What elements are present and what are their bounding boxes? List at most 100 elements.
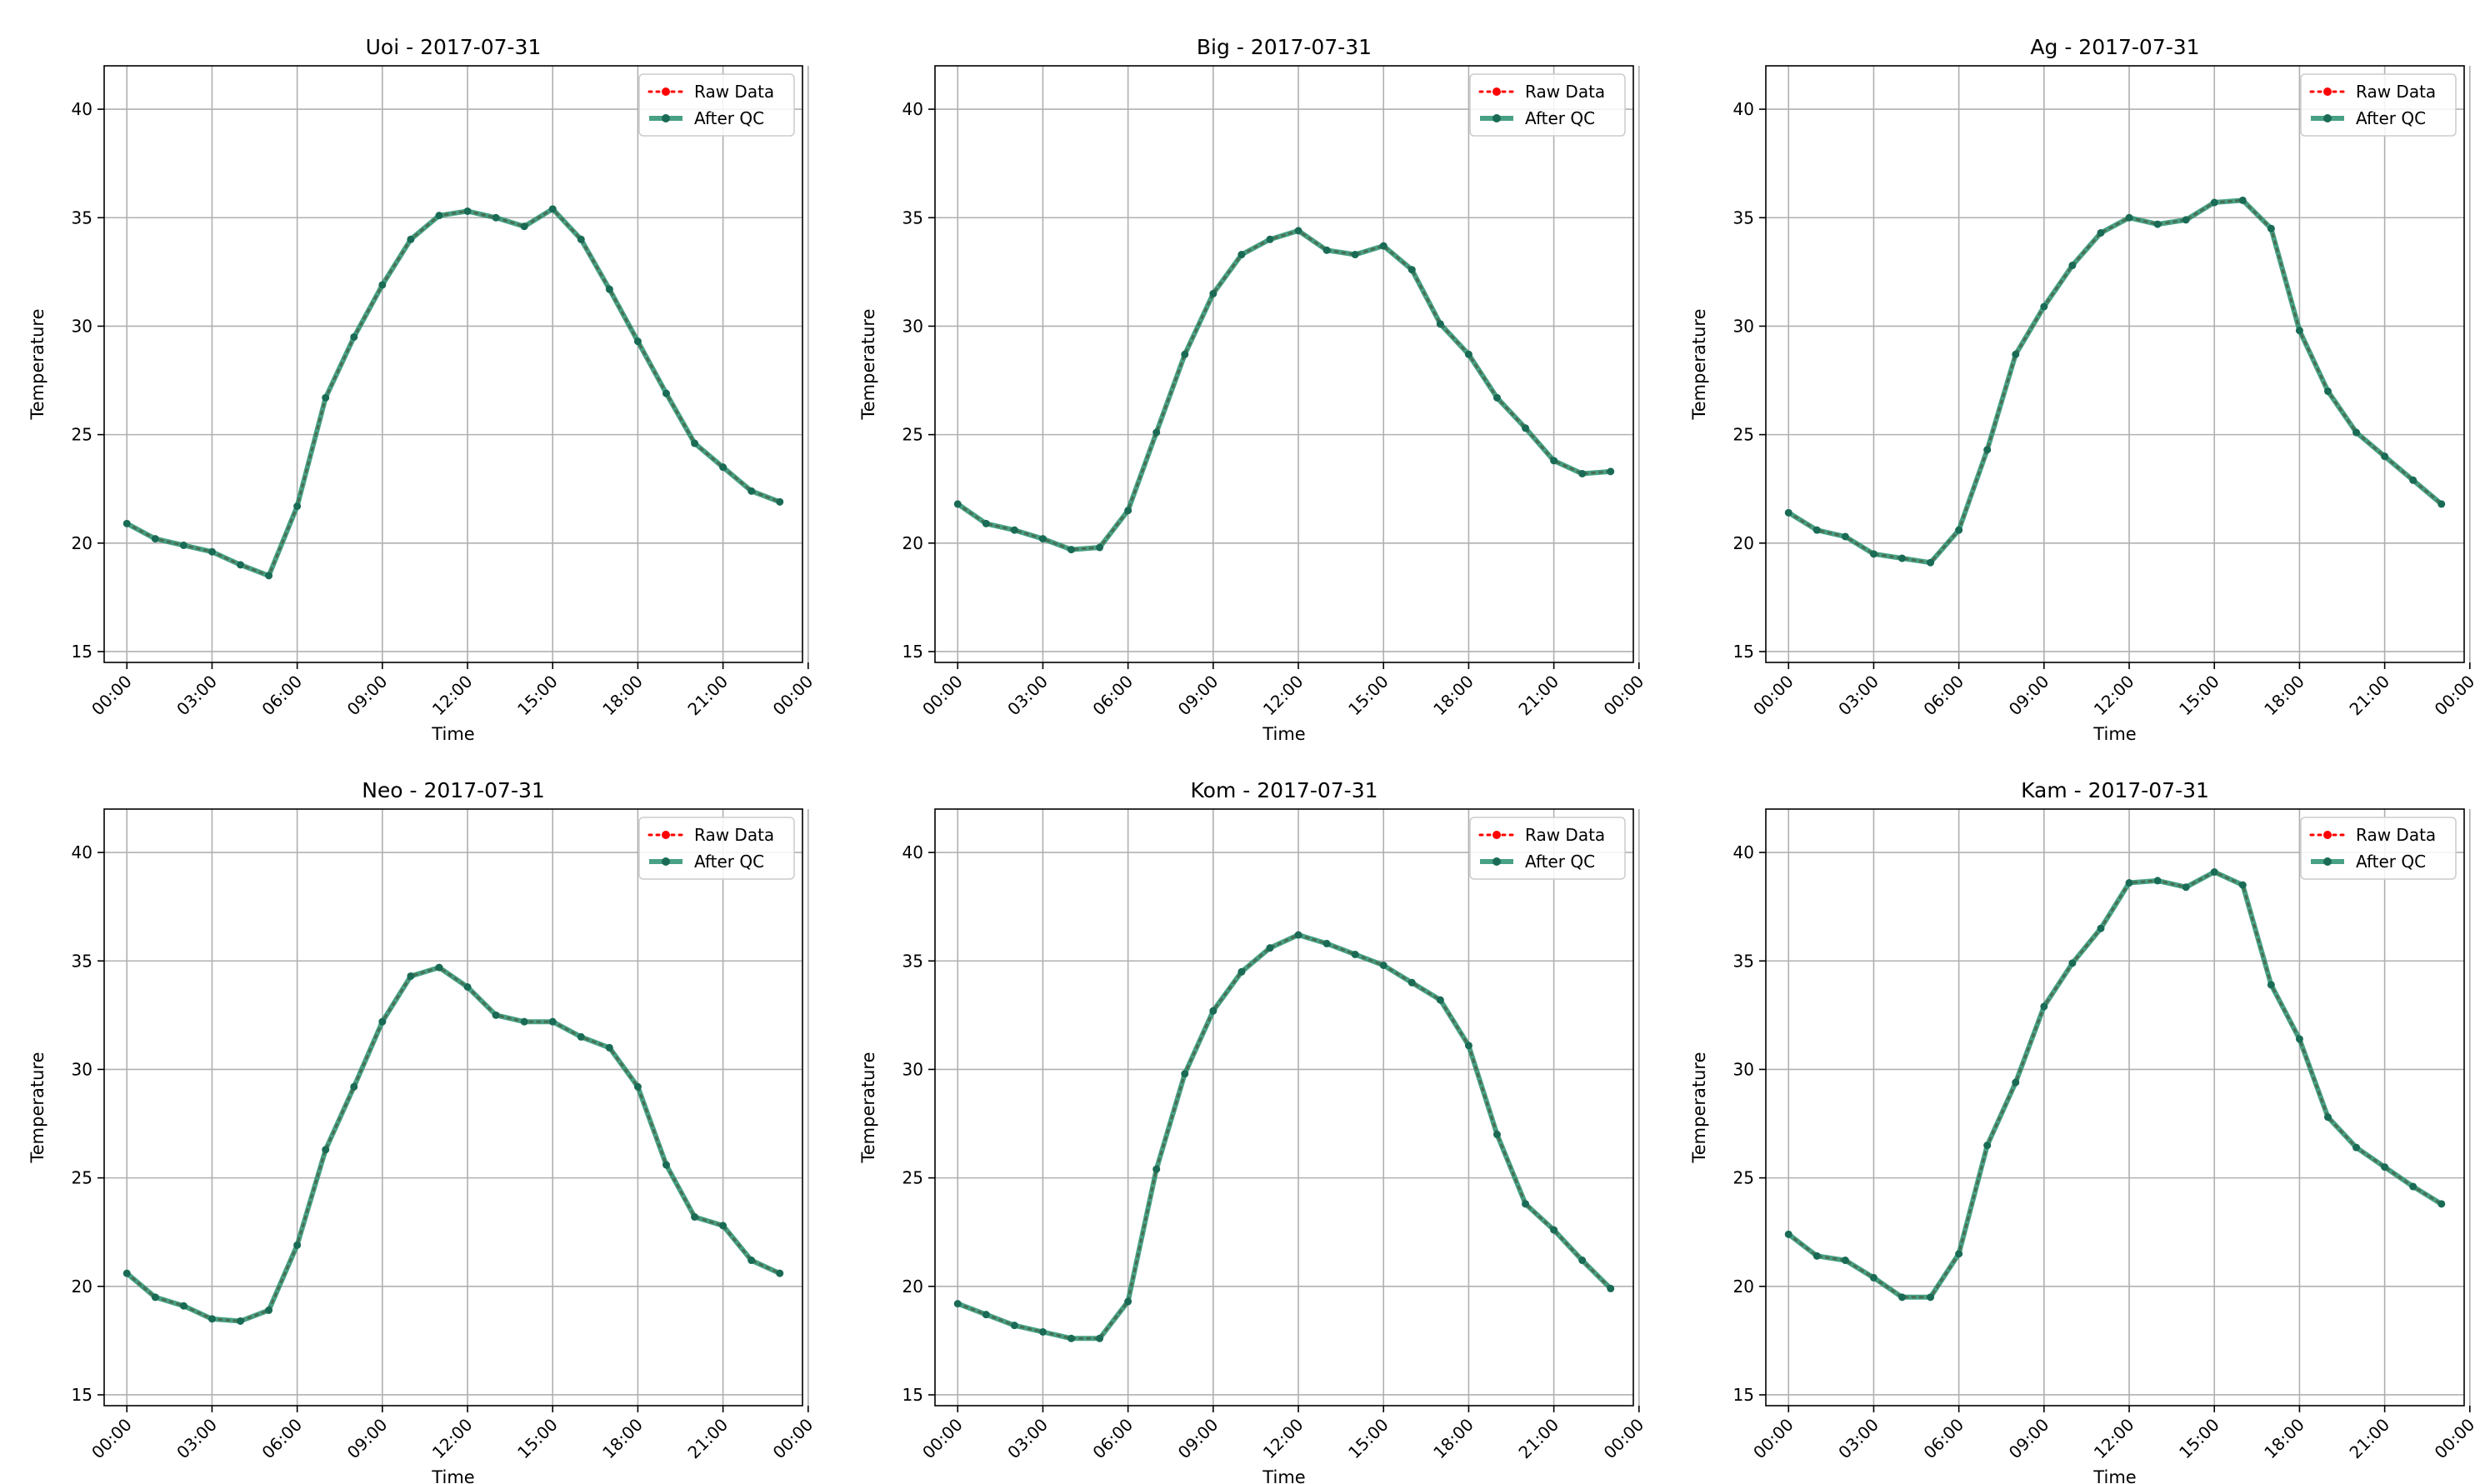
raw-data-line xyxy=(956,933,1612,1340)
legend-qc-label: After QC xyxy=(2356,108,2426,128)
after-qc-point xyxy=(748,1257,756,1265)
plot-frame xyxy=(1765,65,2465,663)
after-qc-point xyxy=(1492,393,1501,402)
after-qc-point xyxy=(179,1302,188,1310)
x-tick-label: 00:00 xyxy=(918,672,967,720)
x-tick-label: 00:00 xyxy=(1749,1415,1798,1463)
after-qc-point xyxy=(1068,546,1076,554)
y-tick-label: 25 xyxy=(72,425,92,445)
after-qc-point xyxy=(1841,1257,1849,1265)
legend-raw-label: Raw Data xyxy=(694,82,774,102)
x-tick-label: 12:00 xyxy=(428,1415,477,1463)
y-tick-label: 30 xyxy=(902,316,923,336)
after-qc-point xyxy=(122,1269,131,1277)
x-tick-label: 12:00 xyxy=(2090,1415,2138,1463)
legend-qc-label: After QC xyxy=(1525,108,1595,128)
legend-qc-marker xyxy=(1492,114,1501,122)
after-qc-point xyxy=(1464,350,1472,358)
y-tick-label: 35 xyxy=(902,207,923,227)
x-tick-label: 12:00 xyxy=(1259,672,1308,720)
y-tick-label: 25 xyxy=(1733,1168,1754,1188)
after-qc-point xyxy=(1322,246,1331,254)
after-qc-point xyxy=(1550,1226,1558,1234)
panel-title: Uoi - 2017-07-31 xyxy=(366,35,542,59)
after-qc-point xyxy=(1152,428,1161,437)
after-qc-point xyxy=(2238,881,2247,889)
raw-data-line xyxy=(1787,870,2443,1299)
legend: Raw Data After QC xyxy=(638,73,795,137)
after-qc-point xyxy=(2352,1143,2361,1152)
x-tick-label: 03:00 xyxy=(1003,1415,1052,1463)
legend-qc-marker xyxy=(2323,114,2332,122)
after-qc-point xyxy=(719,463,728,472)
after-qc-point xyxy=(1784,1230,1792,1238)
x-tick-label: 18:00 xyxy=(2260,1415,2308,1463)
after-qc-point xyxy=(2438,1200,2446,1208)
legend: Raw Data After QC xyxy=(2300,817,2457,880)
y-tick-label: 40 xyxy=(902,842,923,862)
legend-raw-label: Raw Data xyxy=(2356,825,2436,845)
after-qc-point xyxy=(1266,944,1274,952)
x-tick-label: 12:00 xyxy=(1259,1415,1308,1463)
x-tick-label: 06:00 xyxy=(1088,672,1137,720)
after-qc-point xyxy=(1607,1284,1615,1292)
chart-panel: Kam - 2017-07-31 15 20 25 30 35 40 00:00 03:00 06… xyxy=(1689,778,2478,1484)
y-tick-label: 15 xyxy=(72,1385,92,1405)
after-qc-point xyxy=(378,1017,387,1026)
after-qc-point xyxy=(633,1082,642,1091)
after-qc-point xyxy=(350,332,358,341)
after-qc-point xyxy=(237,1317,245,1325)
x-tick-label: 15:00 xyxy=(513,672,562,720)
after-qc-point xyxy=(2068,262,2077,270)
y-tick-label: 20 xyxy=(72,533,92,553)
panel-title: Neo - 2017-07-31 xyxy=(362,778,545,802)
after-qc-point xyxy=(1038,535,1047,543)
y-tick-label: 25 xyxy=(902,425,923,445)
y-tick-label: 40 xyxy=(1733,842,1754,862)
x-tick-label: 06:00 xyxy=(258,1415,306,1463)
after-qc-point xyxy=(605,1043,613,1052)
y-tick-label: 15 xyxy=(902,642,923,662)
y-tick-label: 35 xyxy=(72,207,92,227)
after-qc-point xyxy=(492,1011,500,1019)
after-qc-point xyxy=(2238,196,2247,204)
after-qc-point xyxy=(2381,452,2389,461)
x-tick-label: 21:00 xyxy=(2345,672,2393,720)
after-qc-point xyxy=(719,1222,728,1230)
after-qc-line xyxy=(1787,197,2443,566)
legend: Raw Data After QC xyxy=(2300,73,2457,137)
after-qc-point xyxy=(1436,996,1444,1004)
raw-data-line xyxy=(125,207,782,577)
after-qc-point xyxy=(1096,543,1104,552)
after-qc-point xyxy=(1266,235,1274,243)
after-qc-point xyxy=(1983,1142,1992,1150)
legend-raw-marker xyxy=(662,87,670,96)
after-qc-point xyxy=(1522,424,1530,432)
panel-title: Ag - 2017-07-31 xyxy=(2030,35,2199,59)
after-qc-point xyxy=(1578,469,1587,477)
after-qc-point xyxy=(776,497,784,506)
y-tick-label: 20 xyxy=(902,1277,923,1297)
after-qc-point xyxy=(2125,213,2133,222)
after-qc-point xyxy=(662,1161,670,1169)
y-tick-label: 30 xyxy=(1733,316,1754,336)
after-qc-point xyxy=(378,281,387,289)
y-tick-label: 15 xyxy=(902,1385,923,1405)
x-axis-label: Time xyxy=(1262,1467,1305,1484)
after-qc-point xyxy=(208,1315,216,1323)
after-qc-point xyxy=(1522,1200,1530,1208)
after-qc-line xyxy=(956,227,1611,552)
legend-qc-label: After QC xyxy=(1525,852,1595,872)
x-tick-label: 03:00 xyxy=(172,672,221,720)
after-qc-point xyxy=(1464,1042,1472,1050)
after-qc-point xyxy=(1096,1334,1104,1342)
after-qc-point xyxy=(2068,959,2077,967)
y-axis-label: Temperature xyxy=(1689,1052,1709,1163)
after-qc-line xyxy=(1787,869,2443,1300)
after-qc-point xyxy=(2295,1035,2303,1043)
chart-panel: Uoi - 2017-07-31 15 20 25 30 35 40 00:00 03:00 06… xyxy=(28,35,817,744)
after-qc-point xyxy=(2040,302,2048,311)
after-qc-point xyxy=(1408,978,1416,987)
x-tick-label: 15:00 xyxy=(1344,672,1392,720)
after-qc-point xyxy=(2210,198,2218,207)
